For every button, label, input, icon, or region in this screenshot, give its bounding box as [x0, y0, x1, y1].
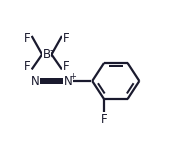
Text: +: + [69, 72, 76, 81]
Text: F: F [24, 32, 31, 45]
Text: N: N [31, 75, 39, 88]
Text: B: B [43, 48, 51, 61]
Text: F: F [24, 60, 31, 73]
Text: -: - [50, 45, 53, 56]
Text: F: F [63, 60, 69, 73]
Text: F: F [63, 32, 69, 45]
Text: F: F [101, 113, 107, 126]
Text: N: N [63, 75, 72, 88]
